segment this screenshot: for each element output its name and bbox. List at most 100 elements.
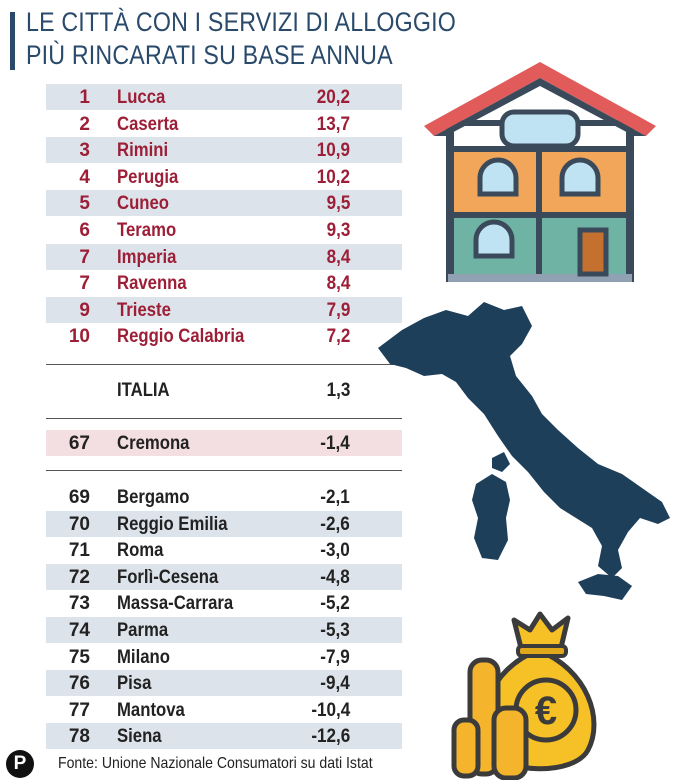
city-cell: Milano (117, 646, 170, 668)
rank-cell: 77 (68, 699, 90, 721)
rank-cell: 70 (68, 513, 90, 535)
table-row: 5 Cuneo 9,5 (46, 190, 402, 217)
svg-text:€: € (535, 689, 557, 733)
table-row: 70 Reggio Emilia -2,6 (46, 510, 402, 537)
table-row: 71 Roma -3,0 (46, 537, 402, 563)
table-row: 1 Lucca 20,2 (46, 84, 402, 110)
rank-cell: 1 (79, 87, 90, 108)
city-cell: Perugia (117, 166, 179, 188)
city-cell: Ravenna (117, 273, 187, 295)
table-row: 75 Milano -7,9 (46, 644, 402, 670)
table-row: 69 Bergamo -2,1 (46, 484, 402, 510)
table-row: 74 Parma -5,3 (46, 617, 402, 643)
table-row: 3 Rimini 10,9 (46, 137, 402, 164)
value-cell: -4,8 (320, 566, 350, 588)
city-cell: Cuneo (117, 193, 170, 215)
title-accent-bar (10, 12, 15, 70)
rank-cell: 5 (79, 193, 90, 215)
value-cell: 9,5 (326, 193, 350, 215)
value-cell: 1,3 (326, 380, 350, 401)
publisher-logo: P (6, 750, 34, 778)
city-cell: Pisa (117, 673, 152, 695)
value-cell: -5,3 (320, 620, 350, 641)
table-row: 10 Reggio Calabria 7,2 (46, 323, 402, 349)
rank-cell: 72 (68, 566, 90, 588)
rank-cell: 71 (68, 540, 90, 562)
rank-cell: 3 (79, 140, 90, 162)
value-cell: -10,4 (311, 699, 350, 721)
rank-cell: 2 (79, 113, 90, 135)
title-line-2: PIÙ RINCARATI SU BASE ANNUA (26, 40, 393, 70)
city-cell: Imperia (117, 246, 177, 268)
city-cell: Mantova (117, 699, 185, 721)
city-cell: Teramo (117, 220, 177, 241)
rank-cell: 75 (68, 646, 90, 668)
table-row: 7 Ravenna 8,4 (46, 270, 402, 296)
value-cell: 10,2 (316, 166, 350, 188)
italy-map-icon (378, 302, 670, 600)
value-cell: 20,2 (316, 87, 350, 108)
table-row: 4 Perugia 10,2 (46, 164, 402, 190)
city-cell: Forlì-Cesena (117, 566, 219, 588)
table-row: ITALIA 1,3 (46, 377, 402, 403)
separator-line (46, 364, 402, 365)
table-row: 7 Imperia 8,4 (46, 243, 402, 270)
chart-title: LE CITTÀ CON I SERVIZI DI ALLOGGIO PIÙ R… (10, 6, 470, 72)
rank-cell: 9 (79, 299, 90, 321)
value-cell: 7,9 (326, 299, 350, 321)
value-cell: 9,3 (326, 220, 350, 241)
value-cell: -2,1 (320, 487, 350, 508)
value-cell: 7,2 (326, 326, 350, 348)
table-row: 77 Mantova -10,4 (46, 697, 402, 723)
city-cell: Reggio Emilia (117, 513, 228, 535)
rank-cell: 6 (79, 220, 90, 241)
city-cell: Rimini (117, 140, 169, 162)
value-cell: -9,4 (320, 673, 350, 695)
separator-line (46, 470, 402, 471)
separator-line (46, 418, 402, 419)
rank-cell: 7 (79, 246, 90, 268)
rank-cell: 10 (68, 326, 90, 348)
table-row: 9 Trieste 7,9 (46, 296, 402, 323)
rank-cell: 67 (68, 433, 90, 454)
money-bag-icon: € (451, 611, 597, 780)
city-cell: Roma (117, 540, 164, 562)
rank-cell: 78 (68, 726, 90, 748)
city-cell: Trieste (117, 299, 171, 321)
rank-cell: 73 (68, 593, 90, 615)
rank-cell: 76 (68, 673, 90, 695)
title-line-1: LE CITTÀ CON I SERVIZI DI ALLOGGIO (26, 7, 456, 37)
table-row: 6 Teramo 9,3 (46, 217, 402, 243)
value-cell: -2,6 (320, 513, 350, 535)
rank-cell: 74 (68, 620, 90, 641)
city-cell: Caserta (117, 113, 179, 135)
value-cell: 8,4 (326, 273, 350, 295)
table-row: 73 Massa-Carrara -5,2 (46, 590, 402, 616)
city-cell: Siena (117, 726, 162, 748)
city-cell: Reggio Calabria (117, 326, 245, 348)
city-cell: Massa-Carrara (117, 593, 234, 615)
rank-cell: 4 (79, 166, 90, 188)
value-cell: -12,6 (311, 726, 350, 748)
value-cell: -1,4 (320, 433, 350, 454)
table-row: 67 Cremona -1,4 (46, 430, 402, 456)
city-cell: Bergamo (117, 487, 190, 508)
city-cell: Parma (117, 620, 169, 641)
table-row: 76 Pisa -9,4 (46, 670, 402, 697)
table-row: 2 Caserta 13,7 (46, 111, 402, 137)
table-row: 72 Forlì-Cesena -4,8 (46, 563, 402, 590)
city-cell: Lucca (117, 87, 166, 108)
rank-cell: 7 (79, 273, 90, 295)
value-cell: 8,4 (326, 246, 350, 268)
value-cell: -5,2 (320, 593, 350, 615)
value-cell: 13,7 (316, 113, 350, 135)
table-row: 78 Siena -12,6 (46, 723, 402, 750)
city-cell: Cremona (117, 433, 190, 454)
source-note: Fonte: Unione Nazionale Consumatori su d… (58, 755, 373, 772)
house-icon (424, 62, 656, 282)
rank-cell: 69 (68, 487, 90, 508)
city-cell: ITALIA (117, 380, 170, 401)
value-cell: -7,9 (320, 646, 350, 668)
value-cell: -3,0 (320, 540, 350, 562)
value-cell: 10,9 (316, 140, 350, 162)
